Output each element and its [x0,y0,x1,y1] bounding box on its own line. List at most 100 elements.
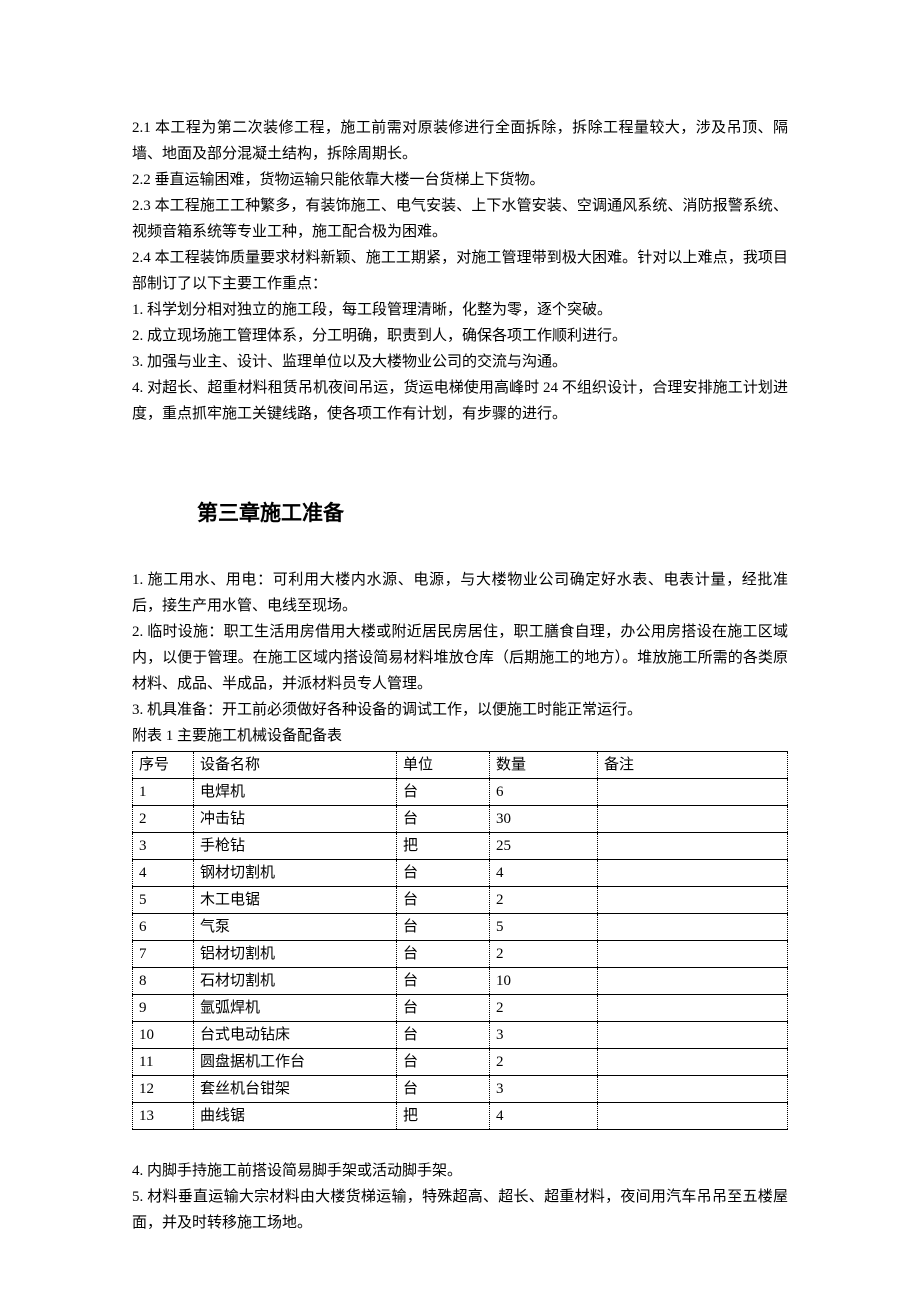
cell-equipment-name: 曲线锯 [194,1103,397,1130]
cell-note [598,860,788,887]
cell-equipment-name: 台式电动钻床 [194,1022,397,1049]
column-header-note: 备注 [598,752,788,779]
cell-index: 5 [133,887,194,914]
cell-qty: 10 [490,968,598,995]
cell-qty: 30 [490,806,598,833]
column-header-index: 序号 [133,752,194,779]
table-row: 9氩弧焊机台2 [133,995,788,1022]
paragraph-3-2: 2. 临时设施：职工生活用房借用大楼或附近居民房居住，职工膳食自理，办公用房搭设… [132,619,788,697]
cell-unit: 台 [397,995,490,1022]
cell-note [598,914,788,941]
cell-equipment-name: 冲击钻 [194,806,397,833]
cell-unit: 台 [397,941,490,968]
table-row: 2冲击钻台30 [133,806,788,833]
cell-note [598,1022,788,1049]
cell-index: 4 [133,860,194,887]
cell-equipment-name: 电焊机 [194,779,397,806]
column-header-qty: 数量 [490,752,598,779]
cell-index: 6 [133,914,194,941]
paragraph-2-3: 2.3 本工程施工工种繁多，有装饰施工、电气安装、上下水管安装、空调通风系统、消… [132,193,788,245]
paragraph-3-4: 4. 内脚手持施工前搭设简易脚手架或活动脚手架。 [132,1158,788,1184]
table-header-row: 序号 设备名称 单位 数量 备注 [133,752,788,779]
cell-unit: 台 [397,1076,490,1103]
table-row: 1电焊机台6 [133,779,788,806]
cell-qty: 6 [490,779,598,806]
cell-unit: 把 [397,833,490,860]
table-row: 8石材切割机台10 [133,968,788,995]
table-row: 3手枪钻把25 [133,833,788,860]
cell-index: 10 [133,1022,194,1049]
paragraph-point-3: 3. 加强与业主、设计、监理单位以及大楼物业公司的交流与沟通。 [132,349,788,375]
paragraph-3-1: 1. 施工用水、用电：可利用大楼内水源、电源，与大楼物业公司确定好水表、电表计量… [132,567,788,619]
cell-qty: 5 [490,914,598,941]
cell-note [598,1076,788,1103]
cell-note [598,941,788,968]
cell-index: 12 [133,1076,194,1103]
cell-qty: 4 [490,1103,598,1130]
cell-qty: 4 [490,860,598,887]
cell-unit: 台 [397,914,490,941]
cell-note [598,779,788,806]
cell-note [598,968,788,995]
paragraph-point-1: 1. 科学划分相对独立的施工段，每工段管理清晰，化整为零，逐个突破。 [132,297,788,323]
cell-index: 11 [133,1049,194,1076]
cell-index: 7 [133,941,194,968]
cell-equipment-name: 套丝机台钳架 [194,1076,397,1103]
table-row: 12套丝机台钳架台3 [133,1076,788,1103]
column-header-name: 设备名称 [194,752,397,779]
table-row: 10台式电动钻床台3 [133,1022,788,1049]
cell-equipment-name: 钢材切割机 [194,860,397,887]
cell-equipment-name: 氩弧焊机 [194,995,397,1022]
cell-unit: 台 [397,968,490,995]
cell-equipment-name: 手枪钻 [194,833,397,860]
cell-qty: 2 [490,887,598,914]
table-row: 11圆盘据机工作台台2 [133,1049,788,1076]
cell-equipment-name: 气泵 [194,914,397,941]
table-caption: 附表 1 主要施工机械设备配备表 [132,723,788,749]
cell-equipment-name: 木工电锯 [194,887,397,914]
table-row: 7铝材切割机台2 [133,941,788,968]
table-row: 4钢材切割机台4 [133,860,788,887]
equipment-table: 序号 设备名称 单位 数量 备注 1电焊机台62冲击钻台303手枪钻把254钢材… [132,751,788,1130]
cell-qty: 25 [490,833,598,860]
cell-index: 9 [133,995,194,1022]
cell-note [598,887,788,914]
cell-index: 13 [133,1103,194,1130]
cell-index: 1 [133,779,194,806]
cell-qty: 3 [490,1076,598,1103]
cell-qty: 2 [490,995,598,1022]
paragraph-point-2: 2. 成立现场施工管理体系，分工明确，职责到人，确保各项工作顺利进行。 [132,323,788,349]
spacer [132,1130,788,1158]
paragraph-3-5: 5. 材料垂直运输大宗材料由大楼货梯运输，特殊超高、超长、超重材料，夜间用汽车吊… [132,1184,788,1236]
cell-qty: 3 [490,1022,598,1049]
cell-unit: 台 [397,887,490,914]
cell-note [598,1103,788,1130]
cell-unit: 台 [397,860,490,887]
paragraph-point-4: 4. 对超长、超重材料租赁吊机夜间吊运，货运电梯使用高峰时 24 不组织设计，合… [132,375,788,427]
chapter-3-title: 第三章施工准备 [197,497,788,527]
paragraph-3-3: 3. 机具准备：开工前必须做好各种设备的调试工作，以便施工时能正常运行。 [132,697,788,723]
table-row: 6气泵台5 [133,914,788,941]
document-page: 2.1 本工程为第二次装修工程，施工前需对原装修进行全面拆除，拆除工程量较大，涉… [0,0,920,1296]
cell-qty: 2 [490,1049,598,1076]
cell-qty: 2 [490,941,598,968]
cell-note [598,995,788,1022]
paragraph-2-2: 2.2 垂直运输困难，货物运输只能依靠大楼一台货梯上下货物。 [132,167,788,193]
paragraph-2-4: 2.4 本工程装饰质量要求材料新颖、施工工期紧，对施工管理带到极大困难。针对以上… [132,245,788,297]
cell-equipment-name: 石材切割机 [194,968,397,995]
cell-note [598,1049,788,1076]
cell-index: 8 [133,968,194,995]
cell-note [598,806,788,833]
cell-index: 3 [133,833,194,860]
table-row: 5木工电锯台2 [133,887,788,914]
cell-unit: 台 [397,1022,490,1049]
cell-equipment-name: 铝材切割机 [194,941,397,968]
column-header-unit: 单位 [397,752,490,779]
cell-unit: 台 [397,1049,490,1076]
table-row: 13曲线锯把4 [133,1103,788,1130]
cell-unit: 把 [397,1103,490,1130]
cell-unit: 台 [397,806,490,833]
paragraph-2-1: 2.1 本工程为第二次装修工程，施工前需对原装修进行全面拆除，拆除工程量较大，涉… [132,115,788,167]
cell-unit: 台 [397,779,490,806]
cell-index: 2 [133,806,194,833]
